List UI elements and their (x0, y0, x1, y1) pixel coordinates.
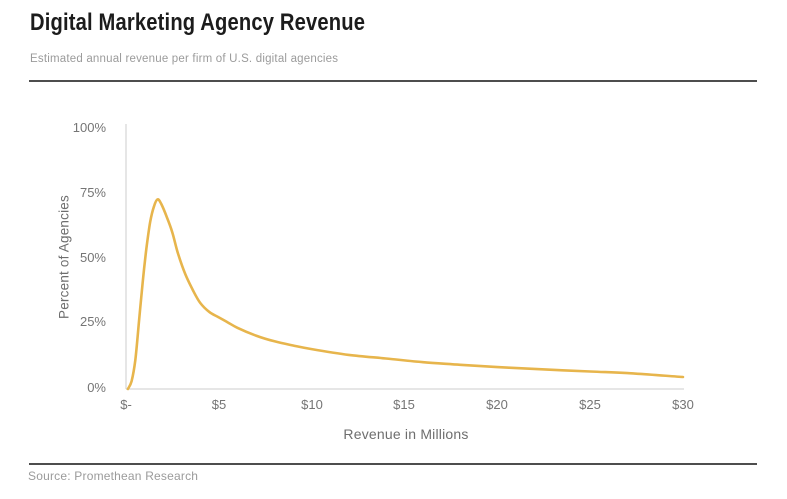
y-tick-50pct: 50% (79, 250, 106, 265)
header-divider (29, 80, 757, 82)
y-tick-0pct: 0% (87, 380, 106, 395)
page-title: Digital Marketing Agency Revenue (30, 9, 366, 36)
x-tick-10: $10 (301, 397, 323, 412)
x-axis-title: Revenue in Millions (343, 426, 469, 442)
x-tick-20: $20 (486, 397, 508, 412)
source-credit: Source: Promethean Research (28, 469, 199, 483)
x-tick-5: $5 (211, 397, 227, 412)
x-tick-0: $- (120, 397, 132, 412)
y-axis-title: Percent of Agencies (56, 195, 72, 319)
footer-divider (29, 463, 757, 465)
y-tick-25pct: 25% (79, 314, 106, 329)
x-tick-15: $15 (393, 397, 415, 412)
y-tick-100pct: 100% (72, 120, 106, 135)
y-tick-75pct: 75% (79, 185, 106, 200)
x-tick-30: $30 (672, 397, 694, 412)
page-subtitle: Estimated annual revenue per firm of U.S… (30, 53, 339, 65)
x-tick-25: $25 (579, 397, 601, 412)
revenue-distribution-curve (126, 198, 685, 391)
